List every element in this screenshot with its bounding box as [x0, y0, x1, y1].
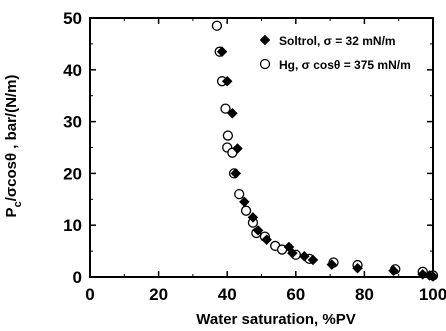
mercury-point: [211, 20, 223, 31]
x-tick-label: 100: [419, 285, 446, 304]
soltrol-point: [230, 168, 242, 179]
soltrol-point: [352, 262, 363, 274]
y-axis-label-main: P: [3, 207, 20, 217]
legend: Soltrol, σ = 32 mN/m Hg, σ cosθ = 375 mN/…: [259, 34, 411, 72]
legend-marker-mercury: [259, 58, 271, 70]
soltrol-point: [299, 250, 310, 262]
soltrol-point: [427, 271, 439, 282]
y-axis-label-subscript: c: [12, 201, 24, 207]
legend-label-soltrol: Soltrol, σ = 32 mN/m: [279, 34, 396, 48]
soltrol-point: [388, 265, 399, 277]
x-tick-label: 40: [218, 285, 237, 304]
soltrol-point: [326, 259, 338, 270]
mercury-point: [222, 130, 234, 141]
x-tick-label: 80: [355, 285, 374, 304]
y-tick-label: 0: [73, 268, 82, 287]
soltrol-point: [238, 196, 250, 208]
soltrol-point: [221, 75, 233, 87]
x-tick-label: 20: [149, 285, 168, 304]
soltrol-point: [216, 46, 228, 58]
soltrol-point: [247, 212, 259, 223]
legend-label-mercury: Hg, σ cosθ = 375 mN/m: [279, 58, 411, 72]
soltrol-point: [287, 247, 298, 259]
y-tick-label: 30: [63, 113, 82, 132]
mercury-point: [220, 103, 231, 114]
soltrol-point: [252, 225, 264, 236]
mercury-point: [240, 205, 252, 216]
y-tick-label: 10: [63, 216, 82, 235]
axis-ticks: 0 20 40 60 80 100 0 10 20 30 40 50: [63, 9, 446, 304]
x-tick-label: 60: [286, 285, 305, 304]
mercury-point: [234, 188, 245, 200]
y-tick-label: 20: [63, 164, 82, 183]
soltrol-point: [417, 269, 429, 280]
data-points: [211, 20, 439, 282]
x-tick-label: 0: [85, 285, 94, 304]
soltrol-point: [232, 143, 243, 154]
soltrol-point: [226, 107, 238, 119]
legend-marker-soltrol: [259, 34, 271, 46]
y-tick-label: 40: [63, 61, 82, 80]
x-axis-label: Water saturation, %PV: [196, 311, 355, 328]
y-tick-label: 50: [63, 9, 82, 28]
soltrol-point: [261, 234, 272, 246]
y-axis-label-rest: /σcosθ , bar/(N/m): [3, 75, 20, 202]
soltrol-point: [307, 254, 319, 266]
y-axis-label: Pc/σcosθ , bar/(N/m): [3, 75, 24, 218]
